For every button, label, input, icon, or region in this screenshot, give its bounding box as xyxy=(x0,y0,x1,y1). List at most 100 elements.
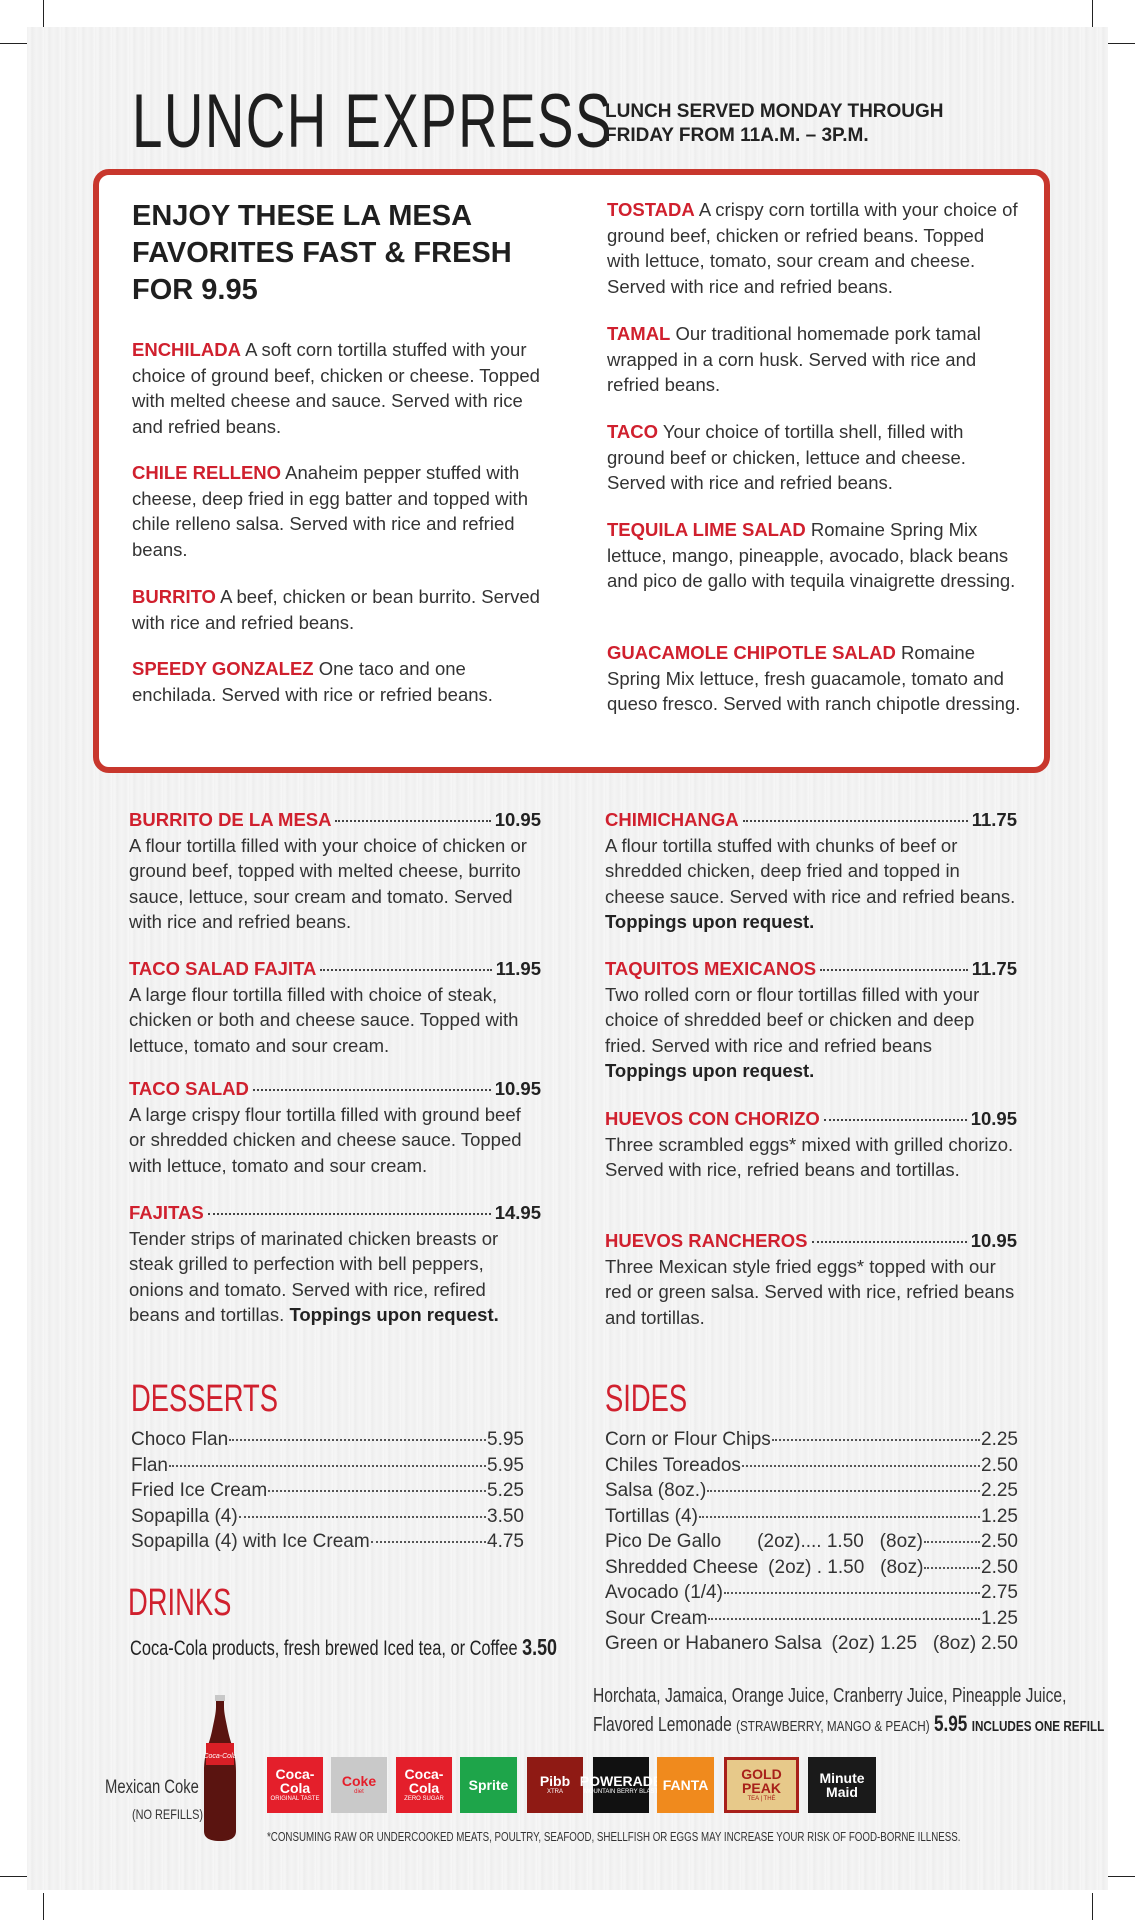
entree-header: TACO SALAD FAJITA 11.95 xyxy=(129,956,541,982)
promo-item: BURRITO A beef, chicken or bean burrito.… xyxy=(132,584,542,635)
lemonade-line: Flavored Lemonade (STRAWBERRY, MANGO & P… xyxy=(593,1710,1104,1740)
row-price: 2.25 xyxy=(981,1480,1018,1501)
description-text: A large flour tortilla filled with choic… xyxy=(129,983,519,1056)
item-description: A soft corn tortilla stuffed with your c… xyxy=(132,339,540,437)
entree-description: Three Mexican style fried eggs* topped w… xyxy=(605,1254,1017,1331)
brand-logo-text: Pibb XTRA xyxy=(540,1774,570,1796)
entree-item: FAJITAS 14.95 Tender strips of marinated c… xyxy=(129,1200,541,1328)
promo-heading: ENJOY THESE LA MESA FAVORITES FAST & FRE… xyxy=(132,200,512,306)
item-name: GUACAMOLE CHIPOTLE SALAD xyxy=(607,642,896,663)
brand-logo: FANTA xyxy=(657,1757,714,1813)
entree-price: 11.95 xyxy=(495,958,541,979)
row-name: Corn or Flour Chips xyxy=(605,1429,771,1450)
sides-row: Corn or Flour Chips 2.25 xyxy=(605,1427,1018,1453)
brand-logo-text: Minute Maid xyxy=(808,1771,876,1799)
description-text: A large crispy flour tortilla filled wit… xyxy=(129,1103,522,1176)
row-price: 3.50 xyxy=(487,1505,524,1527)
entree-header: BURRITO DE LA MESA 10.95 xyxy=(129,807,541,833)
sides-row: Chiles Toreados 2.50 xyxy=(605,1453,1018,1479)
drinks-heading: DRINKS xyxy=(128,1582,232,1624)
entree-name: HUEVOS RANCHEROS xyxy=(605,1230,808,1251)
description-text: A flour tortilla stuffed with chunks of … xyxy=(605,834,1016,907)
promo-item: ENCHILADA A soft corn tortilla stuffed w… xyxy=(132,337,542,439)
dot-leader xyxy=(335,820,491,822)
entree-name: TAQUITOS MEXICANOS xyxy=(605,958,817,979)
row-size-prices: (2oz) . 1.50 (8oz) xyxy=(768,1556,924,1578)
dot-leader xyxy=(811,1241,967,1243)
entree-description: Two rolled corn or flour tortillas fille… xyxy=(605,982,1017,1084)
brand-logo: POWERADE MOUNTAIN BERRY BLAST xyxy=(580,1757,662,1813)
description-text: Two rolled corn or flour tortillas fille… xyxy=(605,983,980,1056)
entree-item: TAQUITOS MEXICANOS 11.75 Two rolled corn o… xyxy=(605,956,1017,1084)
item-name: TAMAL xyxy=(607,323,671,344)
row-name: Choco Flan xyxy=(131,1429,229,1450)
brand-logo: Sprite xyxy=(460,1757,517,1813)
row-price: 4.75 xyxy=(487,1531,524,1552)
item-description: Your choice of tortilla shell, filled wi… xyxy=(607,421,966,493)
lemonade-flavors: (STRAWBERRY, MANGO & PEACH) xyxy=(736,1718,930,1735)
row-name: Sopapilla (4) xyxy=(131,1505,238,1527)
dot-leader xyxy=(320,969,492,971)
row-price: 2.50 xyxy=(981,1531,1018,1552)
item-description: One taco and one enchilada. Served with … xyxy=(132,658,493,705)
sides-row: Tortillas (4) 1.25 xyxy=(605,1504,1018,1530)
lemonade-label: Flavored Lemonade xyxy=(593,1714,732,1736)
description-text: Three Mexican style fried eggs* topped w… xyxy=(605,1255,1015,1328)
brand-subtext: diet xyxy=(354,1789,364,1795)
entree-price: 11.75 xyxy=(971,809,1017,830)
row-price: 1.25 xyxy=(981,1505,1018,1527)
brand-logo-text: Coca-Cola ZERO SUGAR xyxy=(396,1767,452,1803)
row-price: 2.50 xyxy=(981,1556,1018,1578)
promo-item: TOSTADA A crispy corn tortilla with your… xyxy=(607,197,1022,299)
sides-row: Salsa (8oz.) 2.25 xyxy=(605,1478,1018,1504)
dot-leader xyxy=(723,1592,981,1594)
item-name: CHILE RELLENO xyxy=(132,462,282,483)
dot-leader xyxy=(698,1515,981,1518)
crop-mark xyxy=(1108,1876,1135,1877)
description-text: Three scrambled eggs* mixed with grilled… xyxy=(605,1133,1014,1181)
brand-subtext: MOUNTAIN BERRY BLAST xyxy=(583,1789,659,1795)
entree-item: CHIMICHANGA 11.75 A flour tortilla stuffed… xyxy=(605,807,1017,935)
crop-mark xyxy=(0,43,27,44)
svg-text:Coca-Cola: Coca-Cola xyxy=(203,1753,236,1760)
entree-name: BURRITO DE LA MESA xyxy=(129,809,332,830)
row-name: Pico De Gallo xyxy=(605,1531,722,1552)
brand-subtext: XTRA xyxy=(546,1789,563,1795)
dot-leader xyxy=(207,1213,491,1215)
sides-row: Avocado (1/4) 2.75 xyxy=(605,1580,1018,1606)
juices-line: Horchata, Jamaica, Orange Juice, Cranber… xyxy=(593,1685,1067,1707)
row-price: 5.95 xyxy=(487,1429,524,1450)
dot-leader xyxy=(370,1541,487,1543)
entree-item: TACO SALAD FAJITA 11.95 A large flour tort… xyxy=(129,956,541,1058)
entree-price: 10.95 xyxy=(494,809,541,830)
row-price: 2.50 xyxy=(981,1454,1018,1476)
crop-mark xyxy=(43,0,44,27)
description-text: A flour tortilla filled with your choice… xyxy=(129,834,527,933)
brand-subtext: ORIGINAL TASTE xyxy=(270,1796,320,1802)
row-name: Shredded Cheese xyxy=(605,1556,759,1578)
toppings-note: Toppings upon request. xyxy=(289,1304,499,1325)
crop-mark xyxy=(1092,0,1093,27)
entree-header: TACO SALAD 10.95 xyxy=(129,1076,541,1102)
row-name: Green or Habanero Salsa xyxy=(605,1633,822,1654)
brand-logo: Coca-Cola ORIGINAL TASTE xyxy=(267,1757,323,1813)
promo-item: SPEEDY GONZALEZ One taco and one enchila… xyxy=(132,656,542,707)
dot-leader xyxy=(820,969,968,971)
entree-description: Three scrambled eggs* mixed with grilled… xyxy=(605,1132,1017,1183)
item-description: A crispy corn tortilla with your choice … xyxy=(607,199,1018,297)
dot-leader xyxy=(229,1439,487,1441)
brand-logo-text: Sprite xyxy=(469,1778,509,1792)
entree-name: CHIMICHANGA xyxy=(605,809,739,830)
row-name: Chiles Toreados xyxy=(605,1454,741,1476)
entree-price: 11.75 xyxy=(971,958,1017,979)
promo-item: TEQUILA LIME SALAD Romaine Spring Mix le… xyxy=(607,517,1022,594)
item-description: A beef, chicken or bean burrito. Served … xyxy=(132,586,540,633)
row-size-prices: (2oz).... 1.50 (8oz) xyxy=(757,1531,923,1552)
brand-name: Coca-Cola xyxy=(404,1766,444,1796)
entree-header: TAQUITOS MEXICANOS 11.75 xyxy=(605,956,1017,982)
brand-subtext: ZERO SUGAR xyxy=(404,1796,444,1802)
item-description: Anaheim pepper stuffed with cheese, deep… xyxy=(132,462,528,560)
entree-price: 10.95 xyxy=(494,1078,541,1099)
dot-leader xyxy=(268,1490,487,1492)
item-description: Romaine Spring Mix lettuce, mango, pinea… xyxy=(607,519,1016,591)
